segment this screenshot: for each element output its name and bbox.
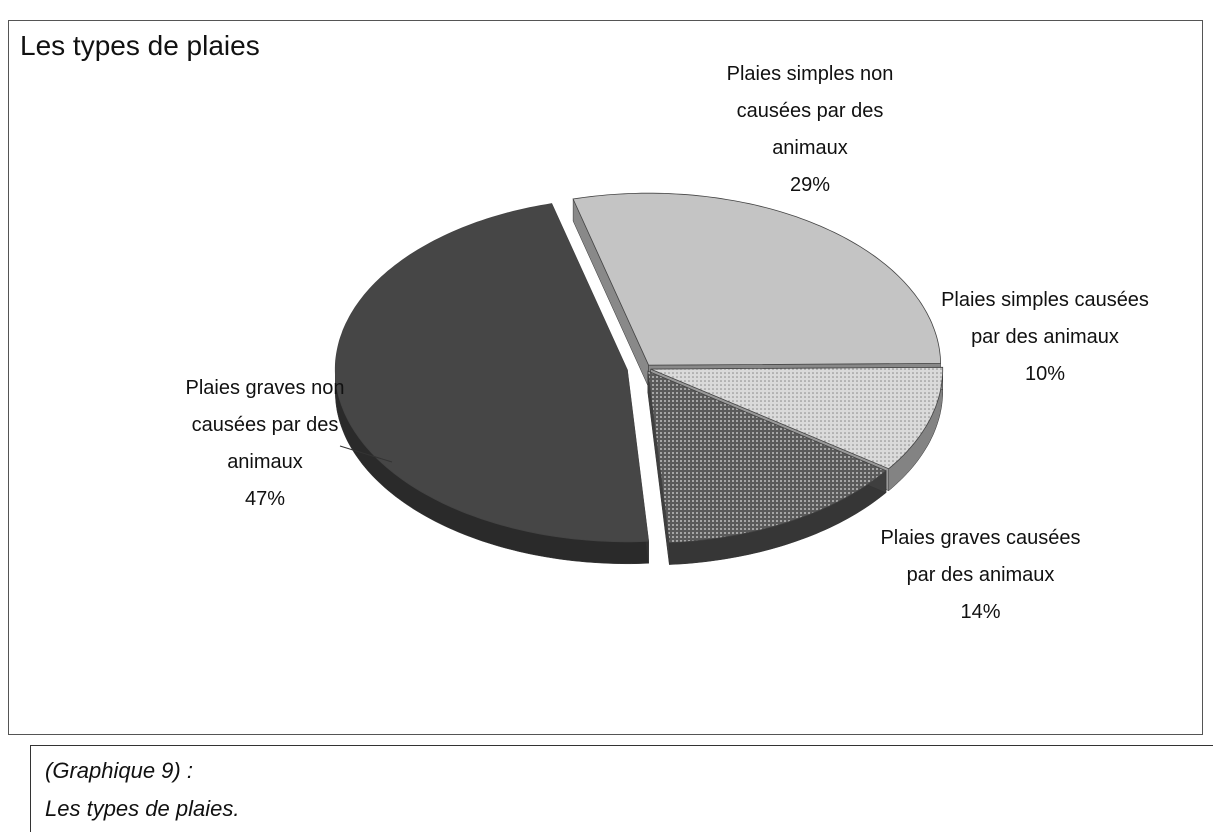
pie bbox=[334, 192, 944, 565]
value-label: 10% bbox=[1024, 363, 1066, 385]
slice bbox=[572, 192, 942, 366]
caption-line: Les types de plaies. bbox=[45, 796, 240, 821]
chart-title: Les types de plaies bbox=[20, 30, 260, 61]
slice-label: Plaies simples non causées par des anima… bbox=[710, 56, 910, 204]
category-label: Plaies graves causées par des animaux bbox=[880, 527, 1081, 586]
leader-line bbox=[339, 445, 393, 463]
chart-frame bbox=[8, 20, 1203, 735]
caption-line: (Graphique 9) : bbox=[45, 758, 193, 783]
category-label: Plaies simples causées par des animaux bbox=[941, 289, 1149, 348]
value-label: 29% bbox=[789, 174, 831, 196]
value-label: 14% bbox=[960, 601, 1001, 623]
slice-label: Plaies graves causées par des animaux 14% bbox=[868, 520, 1093, 631]
category-label: Plaies simples non causées par des anima… bbox=[726, 63, 894, 159]
slice-label: Plaies graves non causées par des animau… bbox=[175, 370, 355, 518]
value-label: 47% bbox=[244, 488, 286, 510]
category-label: Plaies graves non causées par des animau… bbox=[185, 377, 345, 473]
slice bbox=[647, 370, 887, 544]
slice bbox=[334, 203, 650, 543]
slice bbox=[650, 366, 944, 470]
caption: (Graphique 9) : Les types de plaies. bbox=[30, 745, 1213, 832]
slice-label: Plaies simples causées par des animaux 10… bbox=[930, 282, 1160, 393]
